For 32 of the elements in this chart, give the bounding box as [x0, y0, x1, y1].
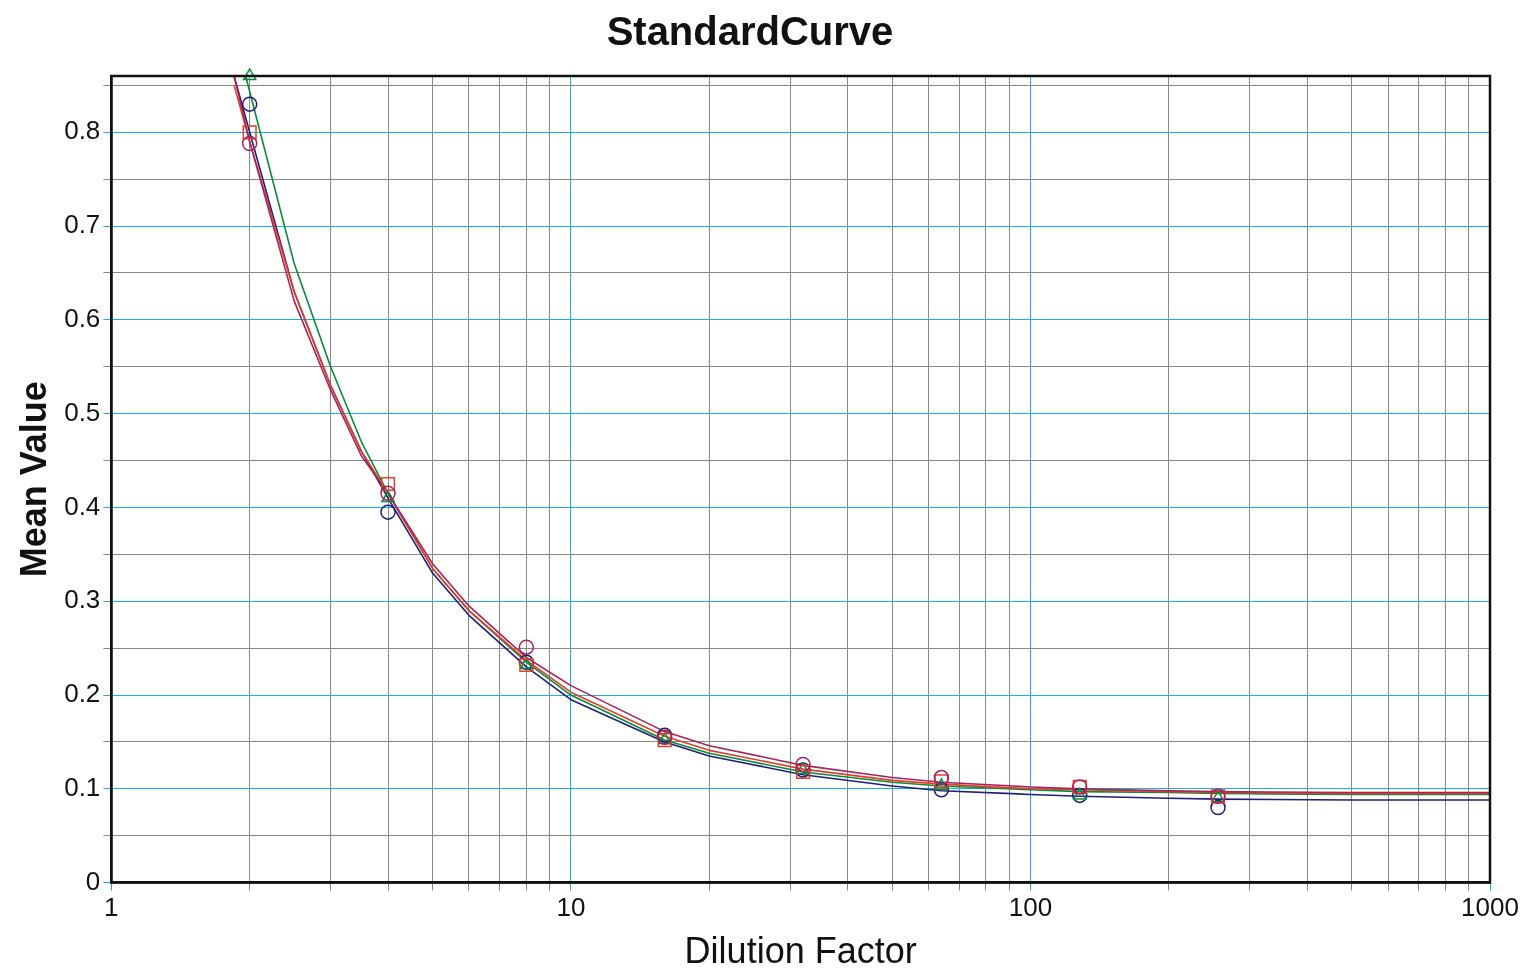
point [933, 782, 950, 798]
point [380, 504, 396, 520]
x-tick-label: 10 [556, 892, 586, 923]
y-tick-label: 0.8 [64, 115, 101, 146]
y-tick-label: 0 [85, 865, 101, 896]
point [242, 125, 257, 140]
chart-title: StandardCurve [606, 9, 894, 54]
y-tick-label: 0.6 [64, 303, 101, 334]
point [380, 485, 396, 502]
x-tick-label: 100 [1008, 892, 1053, 923]
point [380, 476, 396, 492]
y-axis-title: Mean Value [12, 381, 54, 578]
y-tick-label: 0.2 [64, 678, 101, 709]
point [1210, 799, 1226, 816]
point [933, 769, 950, 786]
point [241, 135, 258, 152]
y-tick-label: 0.4 [64, 490, 101, 521]
point [381, 490, 395, 503]
point [1072, 787, 1087, 800]
point [518, 639, 535, 655]
y-tick-label: 0.1 [64, 771, 101, 802]
x-tick-label: 1000 [1461, 892, 1519, 923]
point [795, 756, 811, 773]
point [1071, 787, 1088, 804]
point [242, 68, 257, 81]
x-tick-label: 1 [104, 892, 119, 923]
x-axis-title: Dilution Factor [684, 930, 917, 972]
y-tick-label: 0.5 [64, 396, 101, 427]
y-tick-label: 0.3 [64, 584, 101, 615]
point [934, 778, 949, 791]
y-tick-label: 0.7 [64, 209, 101, 240]
point [241, 96, 258, 112]
